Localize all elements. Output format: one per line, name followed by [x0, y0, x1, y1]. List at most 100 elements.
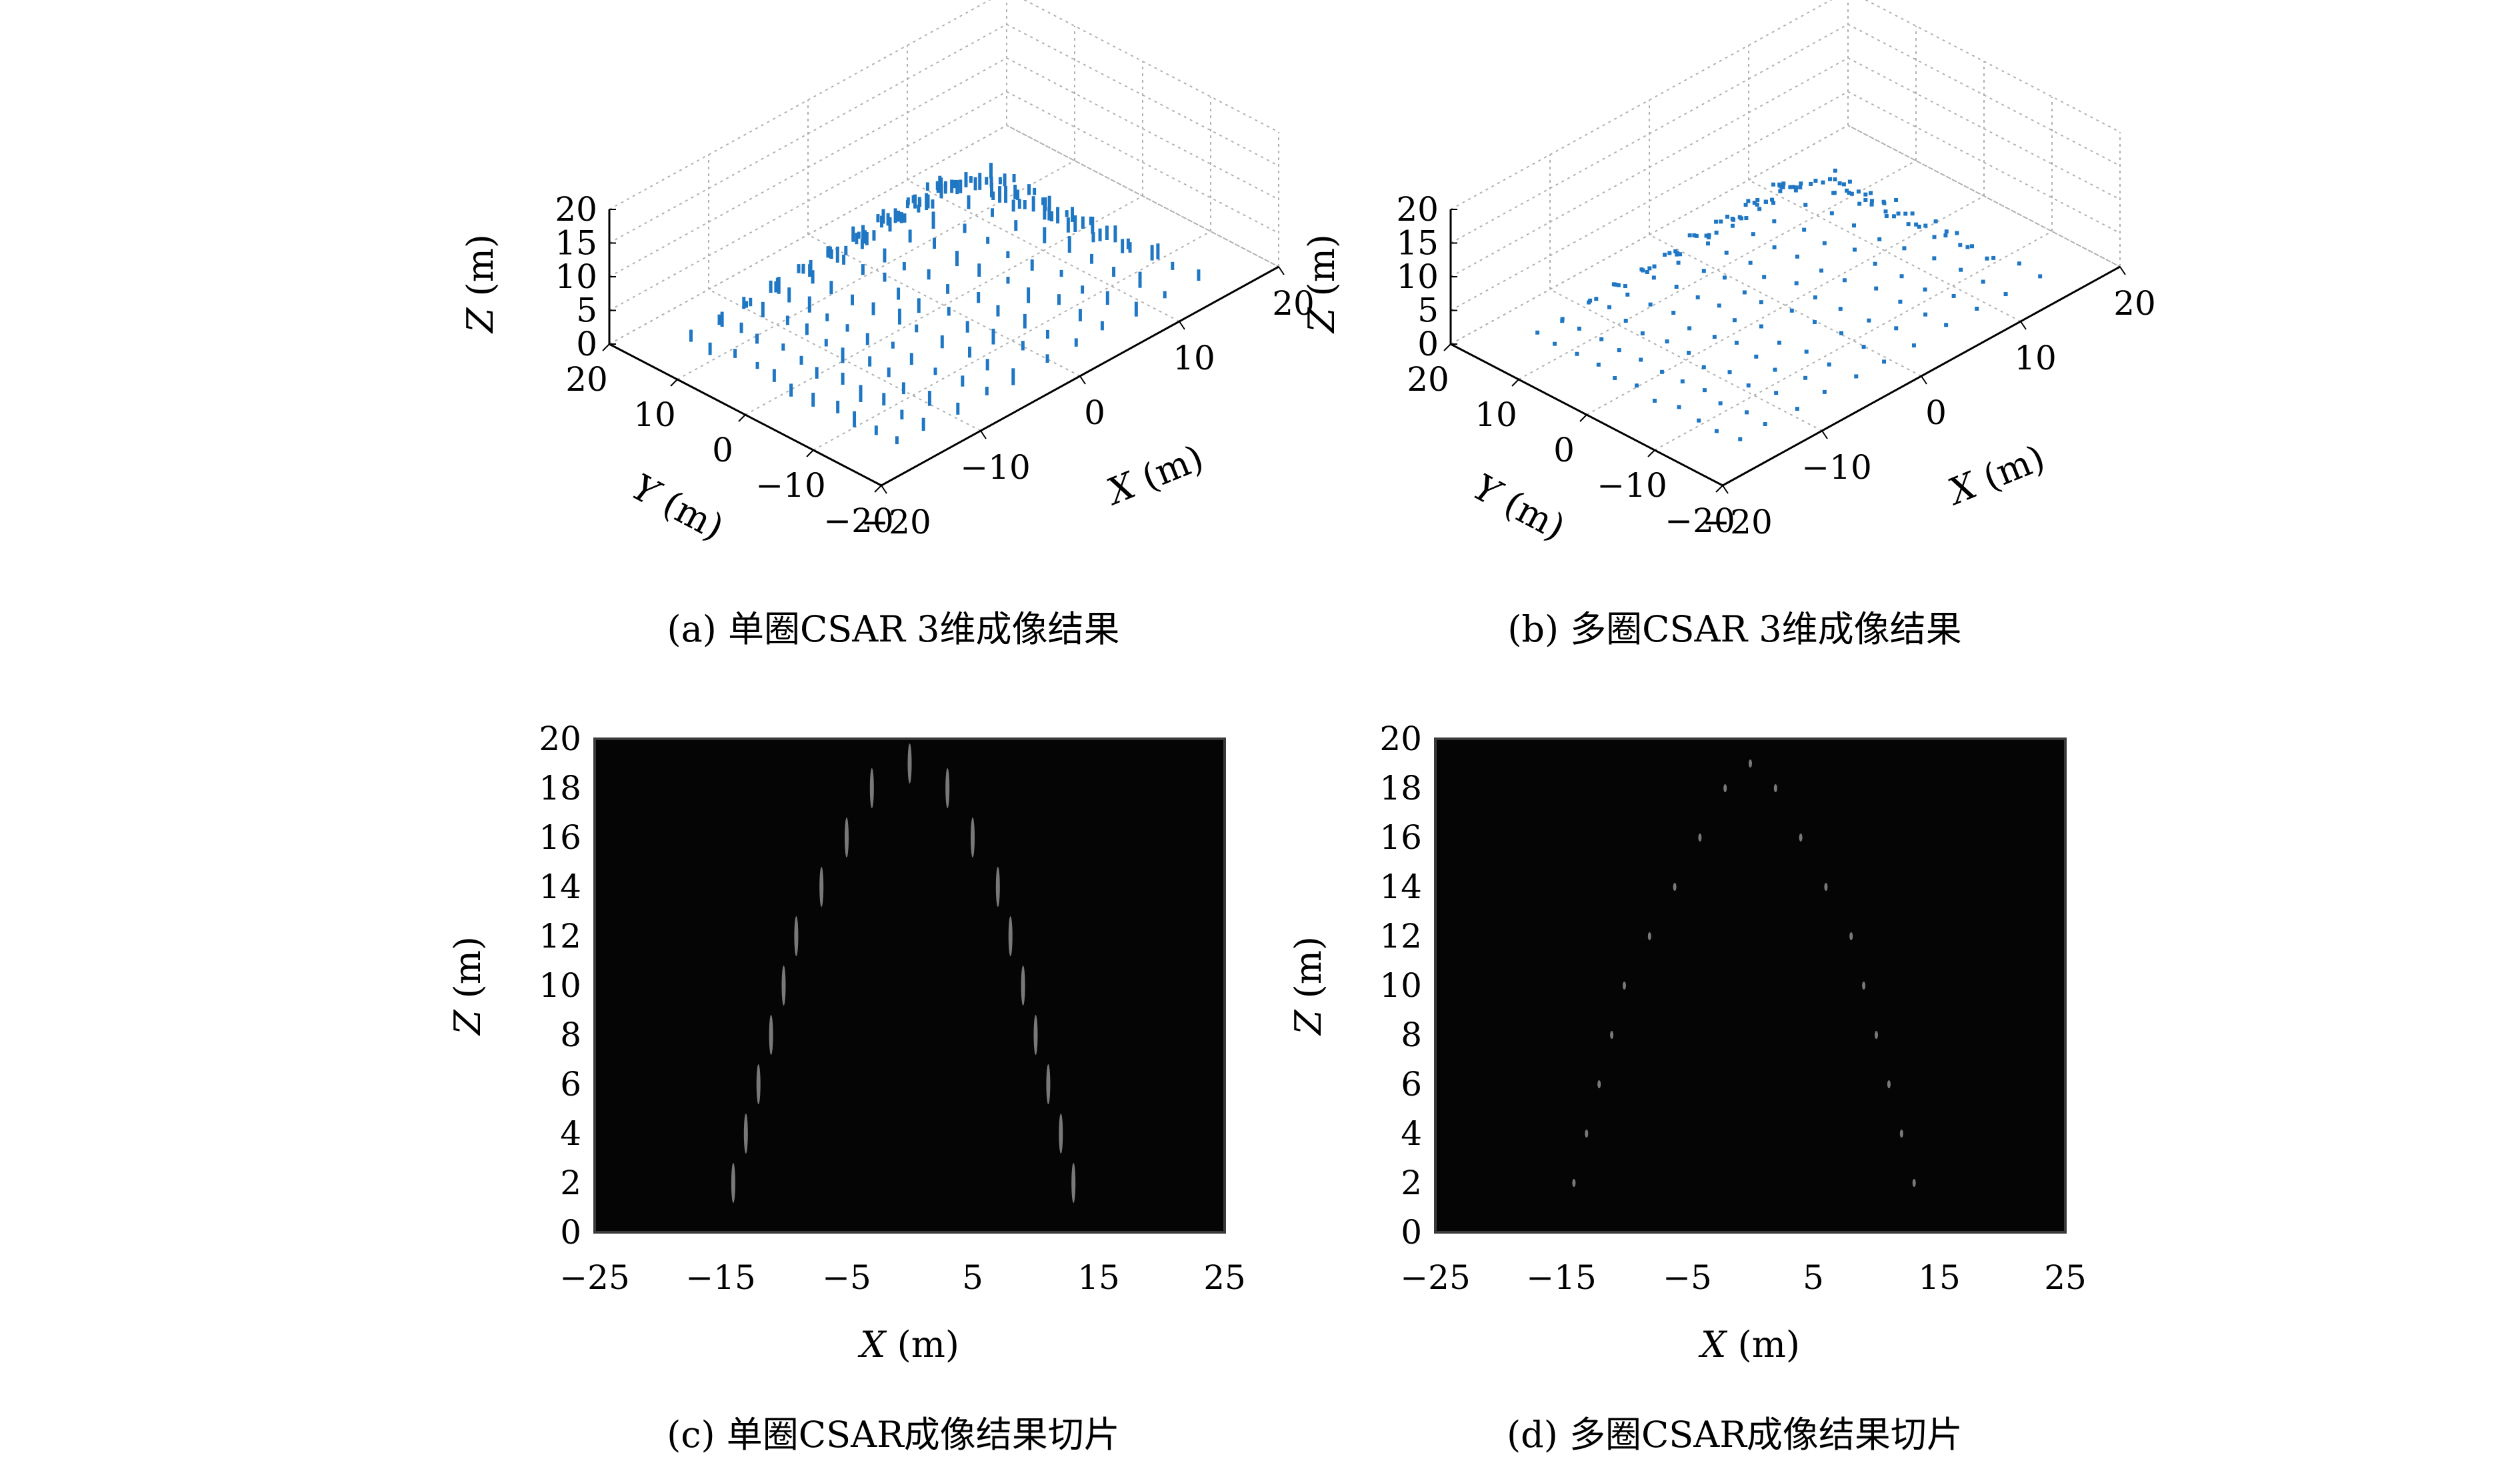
data-point: [1965, 245, 1970, 249]
data-point: [1856, 189, 1861, 194]
grid-line: [1450, 91, 2121, 311]
data-point: [1695, 295, 1700, 299]
data-point: [1617, 348, 1621, 353]
data-point: [1673, 249, 1678, 253]
data-point: [1763, 199, 1768, 204]
data-point: [1798, 185, 1803, 189]
grid-lines: [609, 0, 1279, 486]
y-tick-mark: [1443, 343, 1451, 351]
y-tick-label: −10: [755, 466, 826, 505]
data-point: [1845, 188, 1849, 193]
data-point: [1770, 197, 1775, 202]
data-point: [1743, 203, 1748, 207]
grid-line: [1450, 0, 2121, 210]
x-tick-label: 5: [962, 1258, 983, 1297]
data-point: [1873, 261, 1877, 266]
z-tick-label: 15: [1396, 224, 1439, 263]
data-point: [1863, 192, 1868, 197]
data-highlight: [1773, 784, 1777, 792]
data-point: [1899, 274, 1904, 279]
data-point: [1738, 437, 1743, 441]
data-point: [1793, 188, 1798, 193]
data-point: [1778, 189, 1783, 193]
data-point: [1773, 367, 1777, 372]
data-highlight: [1021, 966, 1025, 1006]
data-highlight: [1723, 784, 1727, 792]
data-point: [1714, 230, 1719, 235]
data-point: [1874, 286, 1879, 291]
data-point: [1759, 300, 1763, 305]
grid-line: [1450, 124, 2121, 345]
y-tick-mark: [1579, 414, 1587, 422]
data-point: [1640, 331, 1645, 335]
x-tick-mark: [1278, 266, 1285, 275]
data-point: [1819, 268, 1823, 273]
x-tick-mark: [1921, 375, 1927, 385]
x-tick-label: −25: [559, 1258, 630, 1297]
y-tick-label: 16: [1379, 818, 1422, 857]
data-point: [1795, 407, 1799, 411]
data-point: [1804, 349, 1809, 354]
grid-line: [1450, 57, 2121, 277]
data-point: [1791, 185, 1795, 189]
data-point: [1868, 191, 1873, 195]
data-point: [1772, 219, 1777, 223]
data-point: [1809, 181, 1813, 186]
data-point: [1833, 177, 1837, 181]
y-tick-label: 6: [560, 1065, 581, 1104]
y-tick-label: 14: [1379, 868, 1422, 906]
x-tick-label: −10: [1801, 448, 1872, 487]
data-point: [1594, 297, 1599, 301]
data-point: [1737, 215, 1742, 219]
data-point: [1680, 379, 1685, 383]
data-highlight: [1824, 883, 1828, 891]
data-point: [1596, 362, 1601, 367]
data-point: [1707, 233, 1711, 237]
data-highlight: [1572, 1179, 1576, 1187]
y-tick-label: 0: [560, 1213, 581, 1252]
data-point: [1833, 168, 1837, 173]
y-tick-label: 10: [633, 395, 676, 434]
data-point: [1822, 389, 1827, 394]
x-tick-label: 5: [1803, 1258, 1824, 1297]
x-tick-label: 0: [1925, 393, 1947, 432]
data-point: [1714, 429, 1719, 433]
data-point: [1701, 269, 1706, 273]
grid-line: [1847, 125, 2121, 267]
data-point: [1625, 292, 1630, 297]
data-point: [1884, 214, 1889, 219]
data-point: [1842, 278, 1847, 283]
data-point: [1898, 299, 1903, 304]
data-point: [1851, 223, 1856, 228]
data-highlight: [1597, 1080, 1601, 1088]
data-point: [1645, 269, 1649, 274]
data-point: [1917, 224, 1921, 229]
x-tick-mark: [1722, 485, 1729, 494]
data-point: [1847, 179, 1852, 184]
data-point: [1847, 191, 1851, 195]
data-highlight: [1008, 916, 1013, 956]
data-point: [1788, 185, 1793, 189]
data-point: [1732, 318, 1737, 323]
data-highlight: [1046, 1064, 1051, 1104]
y-tick-label: 20: [565, 360, 608, 399]
data-point: [1742, 290, 1747, 295]
data-highlight: [1912, 1179, 1916, 1187]
grid-line: [807, 234, 1081, 377]
data-point: [1772, 245, 1777, 249]
data-point: [1822, 241, 1827, 245]
grid-line: [609, 124, 1279, 345]
data-point: [1676, 260, 1681, 265]
grid-line: [708, 289, 981, 431]
data-point: [1714, 219, 1719, 224]
y-tick-label: 10: [1379, 966, 1422, 1005]
grid-line: [1748, 179, 2021, 322]
data-point: [1891, 214, 1896, 219]
z-axis-label: Z (m): [459, 234, 501, 334]
y-axis-label: Y (m): [1466, 466, 1572, 549]
data-point: [1894, 197, 1899, 202]
data-point: [1932, 256, 1937, 261]
x-tick-label: 10: [2014, 339, 2057, 377]
y-tick-label: 6: [1401, 1065, 1422, 1104]
data-point: [1694, 233, 1699, 238]
